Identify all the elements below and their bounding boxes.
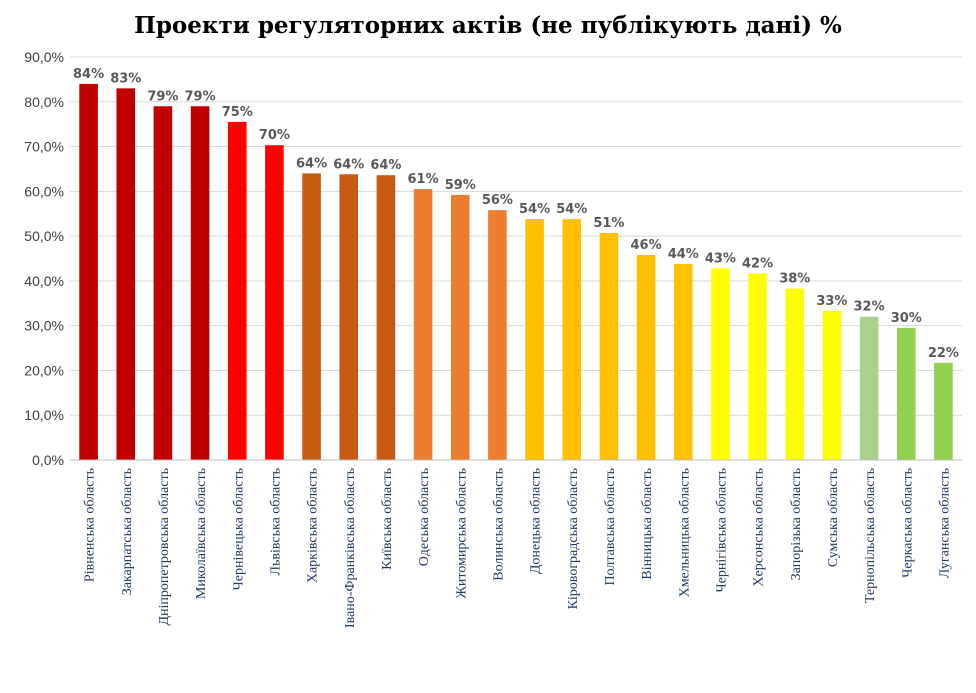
bar [859,316,879,460]
data-label: 54% [556,202,587,217]
x-tick-label: Миколаївська область [194,468,209,599]
bar [79,83,98,460]
x-tick-label: Івано-Франківська область [343,468,358,628]
data-label: 54% [519,202,550,217]
data-label: 32% [854,300,885,315]
data-label: 83% [110,71,141,86]
x-tick-label: Луганська область [937,468,952,578]
x-tick-label: Волинська область [491,468,506,581]
x-tick-label: Кіровоградська область [566,468,581,609]
x-tick-label: Херсонська область [752,468,767,587]
y-tick-label: 80,0% [24,94,64,110]
data-label: 79% [185,89,216,104]
y-tick-label: 20,0% [24,362,64,378]
x-tick-label: Запорізька область [789,468,804,580]
bar [116,88,136,460]
data-label: 56% [482,193,513,208]
x-tick-label: Чернігівська область [714,468,729,592]
y-tick-label: 90,0% [24,49,64,65]
x-tick-label: Полтавська область [603,468,618,586]
data-label: 64% [370,158,401,173]
bar [673,263,693,460]
gridlines [70,56,962,416]
bar [488,210,507,460]
data-label: 75% [222,105,253,120]
bar [562,219,582,460]
x-tick-label: Дніпропетровська область [157,468,172,626]
data-label: 59% [445,178,476,193]
bar [525,219,544,460]
data-labels: 84% 83% 79% 79% 75% 70% 64% 64% 64% 61% 59% 56% 54% 5… [73,67,959,361]
bar [785,288,805,460]
y-tick-label: 40,0% [24,273,64,289]
x-tick-label: Рівненська область [83,468,98,582]
bar [450,194,470,460]
y-tick-label: 0,0% [32,452,64,468]
x-axis-ticks: Рівненська область Закарпатська область Дн… [83,468,953,628]
data-label: 44% [668,247,699,262]
y-tick-label: 50,0% [24,228,64,244]
bar [636,254,656,460]
data-label: 30% [891,311,922,326]
x-tick-label: Сумська область [826,468,841,567]
bar [376,175,396,461]
y-tick-label: 60,0% [24,183,64,199]
x-tick-label: Донецька область [529,468,544,574]
data-label: 84% [73,67,104,82]
x-tick-label: Тернопільська область [863,468,878,603]
bar [265,145,284,460]
bar [302,173,321,460]
x-tick-label: Черкаська область [900,468,915,578]
data-label: 33% [816,294,847,309]
x-tick-label: Львівська область [268,468,283,576]
data-label: 64% [296,156,327,171]
x-tick-label: Чернівецька область [231,468,246,590]
data-label: 38% [779,272,810,287]
x-tick-label: Хмельницька область [677,468,692,597]
y-tick-label: 70,0% [24,139,64,155]
y-axis-ticks: 0,0% 10,0% 20,0% 30,0% 40,0% 50,0% 60,0% 70,0% 8… [24,49,64,468]
data-label: 79% [147,89,178,104]
bar [748,273,767,460]
x-tick-label: Житомирська область [454,468,469,599]
y-tick-label: 10,0% [24,407,64,423]
bar [227,121,247,460]
bar [339,174,359,460]
bar [599,232,619,460]
y-tick-label: 30,0% [24,318,64,334]
bar [190,106,210,460]
x-tick-label: Закарпатська область [120,468,135,595]
data-label: 46% [631,238,662,253]
bars [79,83,953,461]
data-label: 61% [408,172,439,187]
bar [413,189,433,460]
x-tick-label: Одеська область [417,468,432,566]
chart-title: Проекти регуляторних актів (не публікуют… [134,12,842,39]
bar [711,268,730,460]
data-label: 70% [259,128,290,143]
bar [896,327,916,460]
x-tick-label: Харківська область [306,468,321,583]
data-label: 43% [705,251,736,266]
data-label: 51% [593,216,624,231]
bar [822,310,842,460]
x-tick-label: Київська область [380,468,395,570]
bar [934,362,953,460]
data-label: 42% [742,256,773,271]
x-tick-label: Вінницька область [640,468,655,580]
bar [153,106,173,460]
data-label: 22% [928,346,959,361]
data-label: 64% [333,157,364,172]
